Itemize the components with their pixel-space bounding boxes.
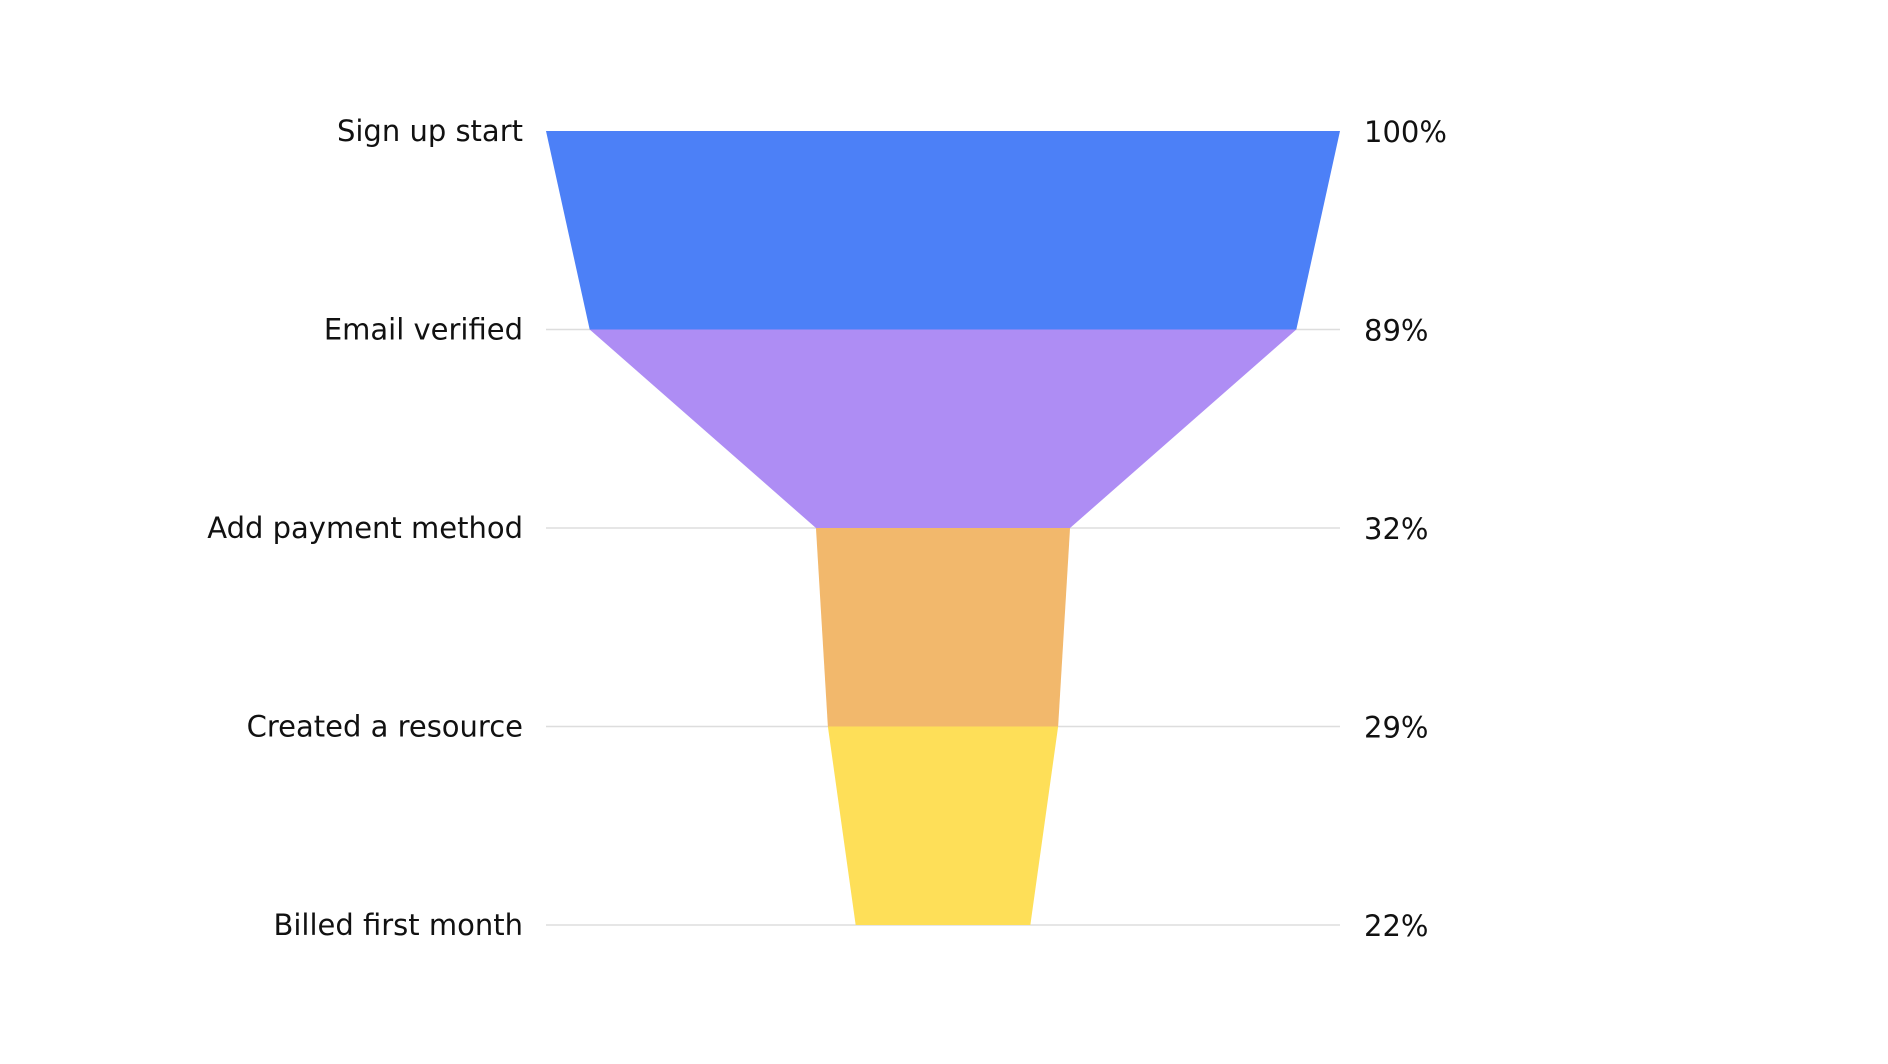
- stage-label: Created a resource: [247, 710, 523, 744]
- stage-labels: Sign up start Email verified Add payment m…: [207, 114, 523, 942]
- value-label: 100%: [1364, 115, 1447, 149]
- value-label: 32%: [1364, 512, 1428, 546]
- stage-label: Sign up start: [337, 114, 523, 148]
- stage-label: Add payment method: [207, 511, 523, 545]
- funnel-segment: [546, 131, 1340, 330]
- funnel-segment: [815, 528, 1071, 727]
- value-label: 22%: [1364, 909, 1428, 943]
- funnel-segments: [546, 131, 1340, 925]
- value-label: 89%: [1364, 314, 1428, 348]
- value-labels: 100% 89% 32% 29% 22%: [1364, 115, 1447, 943]
- value-label: 29%: [1364, 711, 1428, 745]
- stage-label: Email verified: [324, 313, 523, 347]
- funnel-segment: [589, 329, 1297, 528]
- stage-label: Billed first month: [273, 908, 523, 942]
- funnel-segment: [827, 726, 1059, 925]
